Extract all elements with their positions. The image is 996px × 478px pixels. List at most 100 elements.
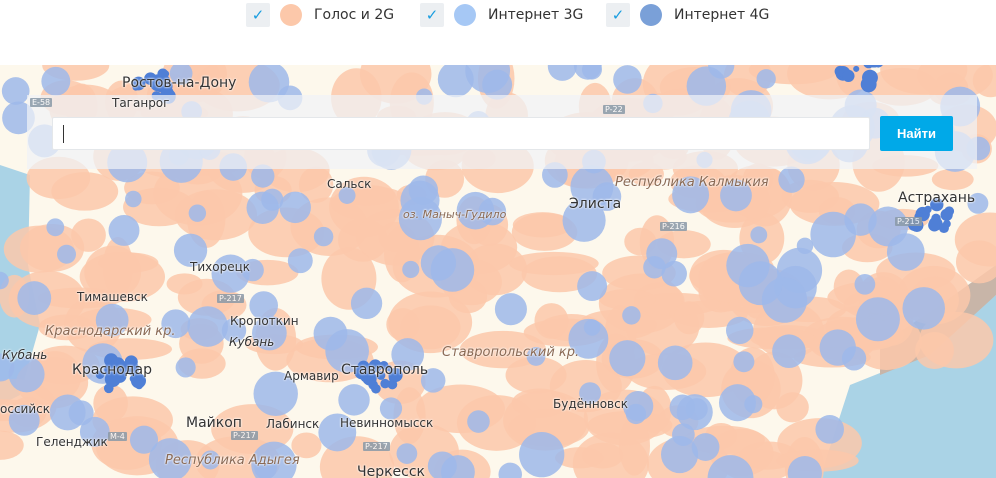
3g-coverage-area [787, 456, 822, 478]
city-label: Черкесск [357, 464, 426, 478]
internet-4g-color-dot [640, 4, 662, 26]
checkbox-voice-2g[interactable]: ✓ [246, 3, 270, 27]
voice-coverage-area [341, 184, 395, 206]
3g-coverage-area [623, 390, 654, 422]
3g-coverage-area [854, 273, 876, 295]
3g-coverage-area [254, 456, 277, 478]
3g-coverage-area [967, 192, 989, 214]
city-label: Ростов-на-Дону [122, 75, 237, 91]
3g-coverage-area [720, 179, 752, 212]
4g-coverage-area [863, 65, 874, 69]
3g-coverage-area [482, 69, 513, 100]
voice-coverage-area [174, 189, 258, 241]
search-button[interactable]: Найти [880, 116, 953, 151]
road-sign: P-216 [660, 222, 687, 231]
3g-coverage-area [498, 462, 523, 478]
3g-coverage-area [175, 357, 196, 378]
3g-coverage-area [246, 191, 279, 224]
coverage-legend: ✓ Голос и 2G ✓ Интернет 3G ✓ Интернет 4G [0, 0, 996, 32]
3g-coverage-area [221, 318, 247, 343]
3g-coverage-area [420, 245, 457, 281]
4g-coverage-area [924, 205, 932, 214]
voice-coverage-area [38, 314, 95, 341]
3g-coverage-area [253, 371, 298, 417]
4g-coverage-area [930, 197, 944, 212]
4g-coverage-area [940, 208, 953, 222]
3g-coverage-area [577, 271, 608, 302]
3g-coverage-area [744, 395, 763, 414]
legend-internet-3g[interactable]: ✓ Интернет 3G [420, 3, 583, 27]
3g-coverage-area [796, 237, 814, 255]
3g-coverage-area [338, 384, 370, 416]
3g-coverage-area [661, 260, 687, 287]
3g-coverage-area [391, 338, 425, 371]
3g-coverage-area [478, 197, 507, 226]
3g-coverage-area [526, 347, 546, 366]
3g-coverage-area [17, 281, 52, 315]
city-label: Армавир [284, 369, 339, 383]
4g-coverage-area [368, 359, 382, 373]
3g-coverage-area [211, 254, 250, 293]
voice-coverage-area [511, 212, 578, 251]
3g-coverage-area [129, 425, 159, 454]
legend-label: Голос и 2G [314, 7, 395, 23]
city-label: Кропоткин [230, 314, 299, 328]
region-label: Республика Калмыкия [615, 175, 769, 190]
3g-coverage-area [125, 190, 142, 208]
3g-coverage-area [2, 101, 35, 135]
road-sign: P-215 [895, 217, 922, 226]
voice-coverage-area [84, 245, 142, 299]
3g-coverage-area [819, 329, 856, 366]
city-label: Таганрог [112, 96, 170, 110]
3g-coverage-area [379, 397, 403, 420]
voice-coverage-area [0, 430, 24, 460]
voice-coverage-area [833, 269, 864, 305]
3g-coverage-area [676, 394, 713, 431]
3g-coverage-area [188, 204, 207, 222]
3g-coverage-area [613, 65, 642, 94]
legend-label: Интернет 4G [674, 7, 770, 23]
3g-coverage-area [815, 415, 845, 444]
3g-coverage-area [672, 176, 710, 214]
3g-coverage-area [251, 164, 275, 188]
3g-coverage-area [420, 368, 446, 393]
3g-coverage-area [46, 218, 65, 237]
city-label: Лабинск [266, 417, 320, 431]
voice-coverage-area [386, 308, 420, 341]
voice-coverage-area [972, 65, 996, 98]
3g-coverage-area [570, 165, 614, 209]
3g-coverage-area [148, 438, 192, 478]
3g-coverage-area [252, 315, 287, 351]
3g-coverage-area [437, 65, 474, 98]
3g-coverage-area [8, 404, 40, 436]
3g-coverage-area [579, 382, 601, 405]
4g-coverage-area [362, 371, 377, 386]
city-label: Сальск [327, 177, 372, 191]
checkbox-internet-3g[interactable]: ✓ [420, 3, 444, 27]
3g-coverage-area [79, 416, 110, 447]
3g-coverage-area [57, 244, 77, 264]
city-label: оссийск [0, 402, 50, 416]
legend-internet-4g[interactable]: ✓ Интернет 4G [606, 3, 769, 27]
3g-coverage-area [562, 198, 606, 242]
city-label: Тихорецк [190, 260, 250, 274]
voice-coverage-area [505, 356, 567, 394]
3g-coverage-area [279, 191, 311, 224]
4g-coverage-area [853, 65, 860, 72]
3g-coverage-area [1, 77, 30, 105]
3g-coverage-area [427, 451, 457, 478]
3g-coverage-area [249, 291, 279, 320]
city-label: Тимашевск [77, 290, 148, 304]
4g-coverage-area [124, 355, 138, 369]
4g-coverage-area [103, 383, 114, 394]
3g-coverage-area [622, 306, 641, 325]
4g-coverage-area [104, 371, 121, 388]
4g-coverage-area [380, 378, 390, 389]
address-search-input[interactable] [52, 117, 870, 150]
3g-coverage-area [750, 226, 768, 244]
voice-coverage-area [51, 172, 119, 211]
road-sign: P-217 [217, 294, 244, 303]
legend-voice-2g[interactable]: ✓ Голос и 2G [246, 3, 394, 27]
4g-coverage-area [129, 375, 137, 383]
checkbox-internet-4g[interactable]: ✓ [606, 3, 630, 27]
